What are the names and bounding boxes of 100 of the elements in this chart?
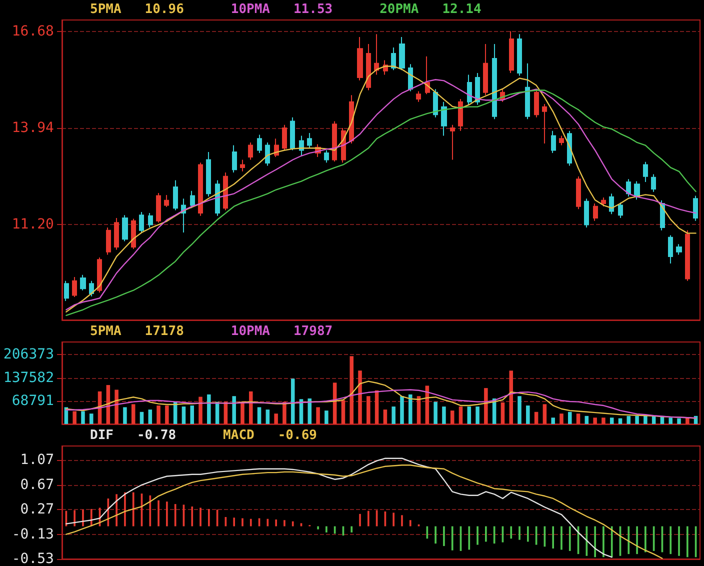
bar	[114, 390, 118, 424]
bar	[618, 418, 622, 424]
bar	[408, 394, 412, 424]
candlestick	[467, 74, 472, 106]
bar	[290, 378, 295, 424]
bar	[602, 418, 606, 424]
bar	[593, 418, 597, 424]
bar	[635, 416, 639, 424]
bar	[392, 406, 396, 424]
bar	[576, 414, 580, 424]
y-tick-label: 13.94	[12, 120, 54, 136]
candlestick	[551, 130, 556, 154]
candlestick	[408, 64, 413, 92]
bar	[182, 406, 186, 424]
bar	[584, 416, 589, 424]
bar	[156, 406, 160, 424]
line-series	[66, 380, 696, 419]
bar	[610, 418, 614, 424]
text: 10PMA	[230, 2, 270, 17]
bar	[400, 396, 404, 424]
bar	[551, 418, 555, 424]
bar	[450, 410, 454, 424]
text: 5PMA	[90, 324, 122, 339]
candlestick	[198, 162, 203, 216]
bar	[358, 370, 362, 424]
bar	[232, 396, 236, 424]
candlestick	[106, 227, 111, 256]
y-tick-label: 137582	[3, 370, 54, 386]
candlestick	[483, 44, 488, 96]
candlestick	[156, 192, 161, 224]
candlestick	[349, 94, 354, 144]
bar	[266, 410, 270, 424]
bar	[568, 412, 572, 424]
candlestick	[685, 230, 690, 282]
line-series	[66, 458, 612, 558]
bar	[526, 406, 530, 424]
bar	[165, 406, 169, 424]
candlestick	[324, 150, 329, 164]
candlestick	[131, 218, 136, 250]
bar	[148, 410, 152, 424]
candlestick	[626, 178, 631, 197]
bar	[467, 406, 472, 424]
bar	[274, 414, 278, 424]
bar	[626, 416, 631, 424]
candlestick	[97, 257, 102, 293]
candlestick	[332, 120, 337, 162]
candlestick	[693, 195, 698, 222]
candlestick	[122, 214, 128, 242]
candlestick	[509, 30, 514, 74]
candlestick	[542, 104, 547, 144]
bar	[383, 410, 388, 424]
text: MACD	[223, 428, 255, 443]
bar	[72, 411, 76, 424]
candlestick	[248, 142, 253, 160]
candlestick	[634, 180, 640, 200]
candlestick	[517, 34, 522, 76]
bar	[81, 411, 85, 424]
bar	[341, 400, 346, 424]
candlestick	[441, 101, 447, 136]
candlestick	[148, 212, 153, 228]
candlestick	[215, 180, 220, 216]
candlestick	[651, 174, 656, 192]
y-tick-label: 68791	[12, 392, 54, 409]
candlestick	[618, 202, 623, 218]
candlestick	[567, 130, 572, 166]
candlestick	[525, 62, 530, 120]
candlestick	[282, 124, 287, 151]
text: 12.14	[418, 2, 482, 17]
candlestick	[374, 34, 379, 76]
bar	[476, 406, 480, 424]
bar	[190, 406, 194, 424]
candlestick	[223, 172, 228, 211]
bar	[434, 402, 438, 424]
candlestick	[190, 190, 195, 209]
text: -0.69	[254, 428, 317, 443]
candlestick	[173, 180, 178, 211]
bar	[240, 402, 244, 424]
candlestick	[399, 36, 405, 71]
bar	[316, 407, 320, 424]
y-tick-label: -0.53	[12, 551, 54, 566]
bar	[350, 356, 354, 424]
candlestick	[601, 197, 606, 207]
bar	[207, 394, 211, 424]
y-tick-label: 206373	[3, 346, 54, 363]
candlestick	[492, 44, 497, 120]
text: 10.96	[121, 2, 184, 17]
y-tick-label: 1.07	[20, 452, 54, 468]
candlestick	[391, 47, 396, 71]
line-series	[66, 464, 663, 559]
candlestick	[164, 194, 169, 208]
candlestick	[299, 135, 304, 156]
y-tick-label: 16.68	[12, 23, 54, 40]
bar	[282, 402, 286, 424]
bar	[89, 414, 94, 424]
bar	[248, 391, 253, 424]
candlestick	[307, 132, 312, 149]
bar	[534, 412, 538, 424]
bar	[500, 402, 505, 424]
bar	[542, 404, 547, 424]
text: 11.53	[270, 2, 333, 17]
